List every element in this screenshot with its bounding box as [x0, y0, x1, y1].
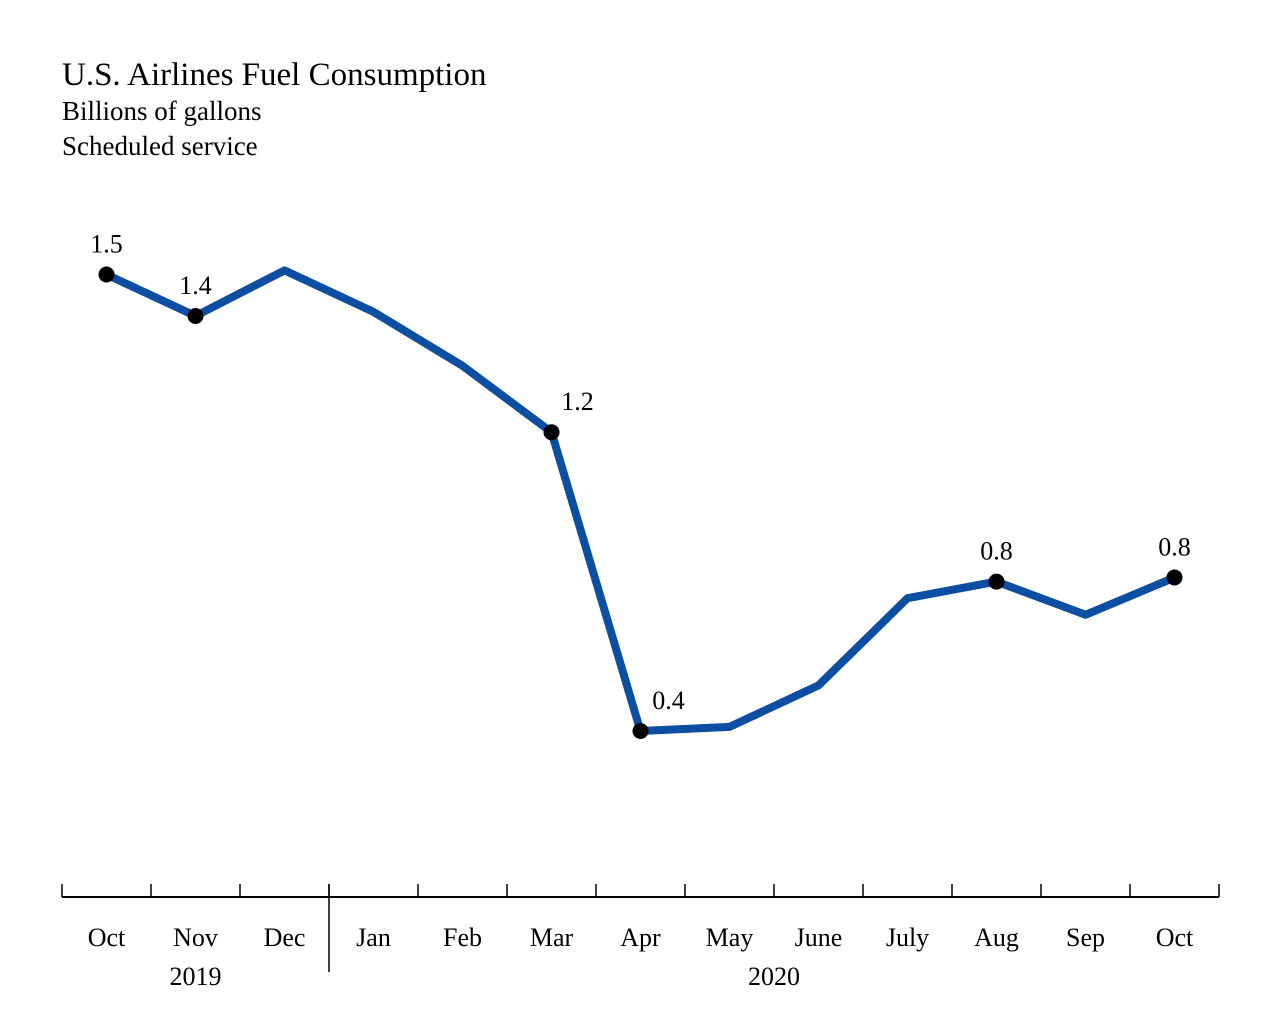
- series-line: [104, 266, 1177, 735]
- x-tick-label: Dec: [264, 923, 306, 952]
- x-tick-label: Nov: [173, 923, 218, 952]
- chart-subtitle-service: Scheduled service: [62, 131, 258, 161]
- x-tick-label: Aug: [974, 923, 1019, 952]
- x-tick-label: Feb: [443, 923, 482, 952]
- x-tick-label: Oct: [1156, 923, 1194, 952]
- x-tick-label: Jan: [356, 923, 391, 952]
- x-tick-label: Apr: [620, 923, 661, 952]
- data-point-marker: [988, 573, 1005, 590]
- data-point-marker: [1166, 569, 1183, 586]
- year-label: 2019: [170, 962, 222, 991]
- data-label: 1.4: [179, 271, 212, 300]
- data-label: 1.5: [90, 230, 123, 259]
- data-label: 0.4: [652, 686, 685, 715]
- data-point-marker: [187, 308, 204, 324]
- data-label: 1.2: [561, 387, 594, 416]
- chart-subtitle-units: Billions of gallons: [62, 96, 262, 126]
- year-label: 2020: [748, 962, 800, 991]
- data-point-marker: [632, 723, 649, 739]
- data-label: 0.8: [1158, 532, 1191, 561]
- x-tick-label: Oct: [88, 923, 126, 952]
- chart-title: U.S. Airlines Fuel Consumption: [62, 57, 487, 93]
- data-label: 0.8: [980, 537, 1013, 566]
- data-point-marker: [543, 424, 560, 441]
- x-tick-label: Mar: [530, 923, 574, 952]
- x-tick-label: May: [706, 923, 754, 952]
- x-tick-label: Sep: [1066, 923, 1105, 952]
- data-point-marker: [98, 266, 115, 283]
- x-tick-label: July: [886, 923, 929, 952]
- x-tick-label: June: [795, 923, 843, 952]
